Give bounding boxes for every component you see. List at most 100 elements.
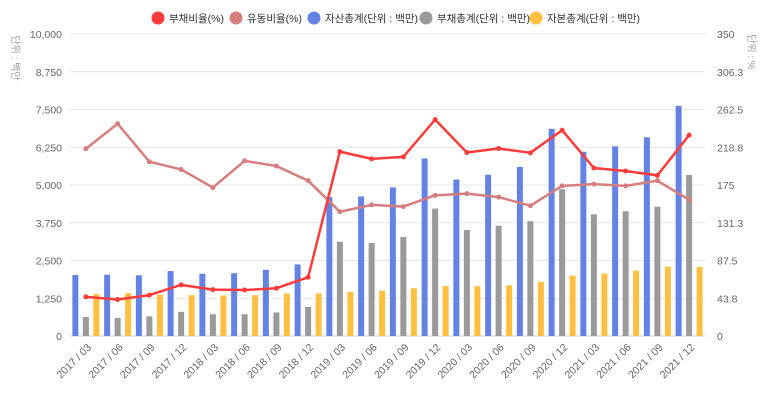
line-point bbox=[305, 178, 311, 184]
left-tick-label: 0 bbox=[56, 331, 62, 343]
series-line bbox=[85, 122, 690, 213]
gridlines bbox=[70, 33, 705, 337]
bar bbox=[72, 274, 79, 336]
bar bbox=[93, 294, 100, 336]
left-tick-label: 1,250 bbox=[36, 293, 62, 305]
bar bbox=[622, 211, 629, 336]
bar bbox=[125, 293, 132, 336]
line-point bbox=[369, 156, 375, 162]
bar bbox=[82, 316, 89, 336]
line-point bbox=[654, 178, 660, 184]
bar bbox=[347, 291, 354, 336]
line-point bbox=[527, 150, 533, 156]
left-tick-label: 3,750 bbox=[36, 218, 62, 230]
left-axis-ticks: 0 1,250 2,500 3,750 5,000 6,250 7,500 8,750 10,0… bbox=[30, 29, 62, 343]
legend-label: 부채총계(단위 : 백만) bbox=[437, 12, 530, 25]
right-tick-label: 0 bbox=[717, 331, 723, 343]
line-point bbox=[464, 191, 470, 197]
line-point bbox=[400, 204, 406, 210]
bars bbox=[72, 105, 703, 336]
legend-swatch bbox=[229, 11, 243, 25]
legend-swatch bbox=[307, 11, 321, 25]
bar bbox=[315, 293, 322, 336]
bar bbox=[516, 166, 523, 336]
bar bbox=[252, 295, 259, 336]
left-tick-label: 10,000 bbox=[30, 29, 62, 41]
bar bbox=[368, 242, 375, 336]
bar bbox=[601, 273, 608, 336]
line-point bbox=[146, 292, 152, 298]
legend: 부채비율(%) 유동비율(%) 자산총계(단위 : 백만) 부채총계(단위 : 백만)… bbox=[151, 11, 640, 25]
bar bbox=[209, 314, 216, 336]
bar bbox=[643, 137, 650, 336]
right-tick-label: 262.5 bbox=[717, 105, 743, 117]
left-tick-label: 8,750 bbox=[36, 67, 62, 79]
line-point bbox=[400, 154, 406, 160]
bar bbox=[156, 294, 163, 336]
line-point bbox=[210, 185, 216, 191]
bar bbox=[104, 274, 111, 336]
bar bbox=[389, 187, 396, 336]
line-point bbox=[242, 158, 248, 164]
bar bbox=[664, 266, 671, 336]
line-point bbox=[686, 132, 692, 138]
line-point bbox=[178, 166, 184, 172]
bar bbox=[537, 281, 544, 336]
right-axis-ticks: 0 43.8 87.5 131.3 175 218.8 262.5 306.3 350 bbox=[717, 29, 743, 343]
line-point bbox=[337, 209, 343, 215]
bar bbox=[305, 307, 312, 336]
line-point bbox=[464, 149, 470, 155]
line-point bbox=[178, 282, 184, 288]
line-point bbox=[273, 163, 279, 169]
left-tick-label: 6,250 bbox=[36, 142, 62, 154]
bar bbox=[135, 275, 142, 336]
legend-label: 자산총계(단위 : 백만) bbox=[325, 12, 418, 25]
bar bbox=[432, 208, 439, 336]
legend-label: 부채비율(%) bbox=[169, 13, 224, 25]
bar bbox=[580, 151, 587, 336]
bar bbox=[178, 311, 185, 336]
bar bbox=[559, 189, 566, 336]
bar bbox=[463, 229, 470, 336]
right-tick-label: 131.3 bbox=[717, 218, 743, 230]
bar bbox=[400, 236, 407, 336]
right-tick-label: 43.8 bbox=[717, 293, 738, 305]
line-point bbox=[527, 203, 533, 209]
line-point bbox=[432, 117, 438, 123]
bar bbox=[114, 317, 121, 336]
bar bbox=[485, 174, 492, 336]
line-point bbox=[83, 294, 89, 300]
line-point bbox=[115, 297, 121, 303]
bar bbox=[548, 128, 555, 336]
bar bbox=[220, 295, 227, 336]
line-point bbox=[559, 127, 565, 133]
line-point bbox=[686, 197, 692, 203]
bar bbox=[358, 196, 365, 336]
legend-label: 유동비율(%) bbox=[247, 13, 302, 25]
legend-label: 자본총계(단위 : 백만) bbox=[547, 12, 640, 25]
bar bbox=[294, 264, 301, 336]
bar bbox=[495, 225, 502, 336]
bar bbox=[633, 270, 640, 336]
bar bbox=[283, 293, 290, 336]
line-point bbox=[273, 285, 279, 291]
line-point bbox=[559, 183, 565, 189]
bar bbox=[146, 316, 153, 336]
line-point bbox=[146, 159, 152, 165]
line-point bbox=[591, 165, 597, 171]
right-tick-label: 218.8 bbox=[717, 142, 743, 154]
line-point bbox=[305, 274, 311, 280]
series-line bbox=[85, 118, 691, 301]
line-point bbox=[369, 202, 375, 208]
bar bbox=[188, 295, 195, 336]
bar bbox=[379, 290, 386, 336]
line-point bbox=[83, 146, 89, 152]
line-point bbox=[432, 192, 438, 198]
bar bbox=[686, 175, 693, 336]
right-axis-unit-label: 단위 : % bbox=[745, 34, 758, 70]
left-axis-unit-label: 단위 : 백만 bbox=[9, 35, 22, 80]
bar bbox=[696, 266, 703, 336]
lines bbox=[83, 117, 692, 303]
bar bbox=[167, 271, 174, 336]
